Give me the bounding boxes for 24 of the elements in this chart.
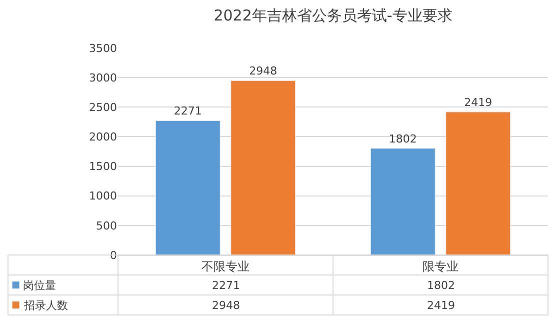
y-tick-label: 1500 (89, 160, 117, 174)
bar (230, 80, 296, 255)
chart-title: 2022年吉林省公务员考试-专业要求 (214, 6, 452, 24)
y-tick-label: 3000 (89, 71, 117, 84)
annotation: 1802 (388, 132, 417, 146)
x-tick-label: 不限专业 (202, 259, 250, 274)
data-label: 2271 (212, 279, 240, 292)
data-label: 2419 (427, 299, 455, 312)
y-tick-label: 1000 (89, 190, 117, 203)
y-tick-label: 2000 (89, 130, 117, 144)
legend-label: 招录人数 (23, 299, 68, 312)
annotation: 2419 (464, 96, 492, 109)
y-tick-label: 3500 (89, 42, 117, 55)
annotation: 2948 (249, 64, 278, 78)
y-tick-label: 2500 (89, 100, 117, 114)
bar (155, 120, 220, 255)
legend-label: 岗位量 (23, 279, 56, 292)
bar (370, 148, 436, 255)
bar (446, 112, 511, 255)
x-tick-label: 限专业 (422, 259, 458, 274)
annotation: 2271 (174, 104, 202, 118)
y-tick-label: 500 (96, 219, 117, 232)
data-label: 2948 (212, 299, 240, 312)
data-label: 1802 (427, 279, 455, 292)
